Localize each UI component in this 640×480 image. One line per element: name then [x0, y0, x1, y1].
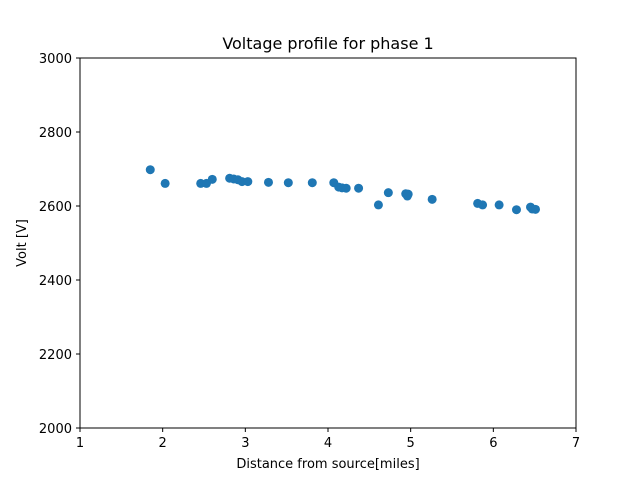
x-axis-label: Distance from source[miles]: [236, 457, 419, 472]
data-point-0-16: [341, 183, 351, 193]
data-point-0-27: [511, 205, 521, 215]
data-point-0-19: [383, 188, 393, 198]
y-tick-label-0: 2000: [39, 422, 72, 437]
data-point-0-23: [427, 194, 437, 204]
y-axis-label: Volt [V]: [15, 219, 30, 267]
y-tick-label-2: 2400: [39, 274, 72, 289]
data-point-0-26: [494, 200, 504, 210]
data-point-0-4: [207, 174, 217, 184]
data-point-0-17: [354, 183, 364, 193]
data-point-0-22: [403, 189, 413, 199]
data-point-0-18: [373, 200, 383, 210]
x-tick-label-5: 6: [489, 436, 497, 451]
x-tick-label-2: 3: [241, 436, 249, 451]
points-layer: [145, 165, 540, 215]
x-tick-label-4: 5: [407, 436, 415, 451]
data-point-0-25: [478, 200, 488, 210]
y-tick-label-1: 2200: [39, 348, 72, 363]
x-axis-ticks: 1 2 3 4 5 6 7: [76, 428, 580, 451]
chart-title: Voltage profile for phase 1: [222, 34, 433, 53]
x-tick-label-3: 4: [324, 436, 332, 451]
y-axis-ticks: 2000 2200 2400 2600 2800 3000: [39, 52, 80, 437]
data-point-0-0: [145, 165, 155, 175]
data-point-0-11: [283, 178, 293, 188]
data-point-0-10: [263, 177, 273, 187]
data-point-0-12: [307, 178, 317, 188]
plot-frame: [79, 57, 577, 429]
x-tick-label-0: 1: [76, 436, 84, 451]
data-point-0-9: [243, 177, 253, 187]
data-point-0-30: [530, 204, 540, 214]
x-tick-label-1: 2: [159, 436, 167, 451]
y-tick-label-3: 2600: [39, 200, 72, 215]
y-tick-label-5: 3000: [39, 52, 72, 67]
x-tick-label-6: 7: [572, 436, 580, 451]
y-tick-label-4: 2800: [39, 126, 72, 141]
data-point-0-1: [160, 178, 170, 188]
